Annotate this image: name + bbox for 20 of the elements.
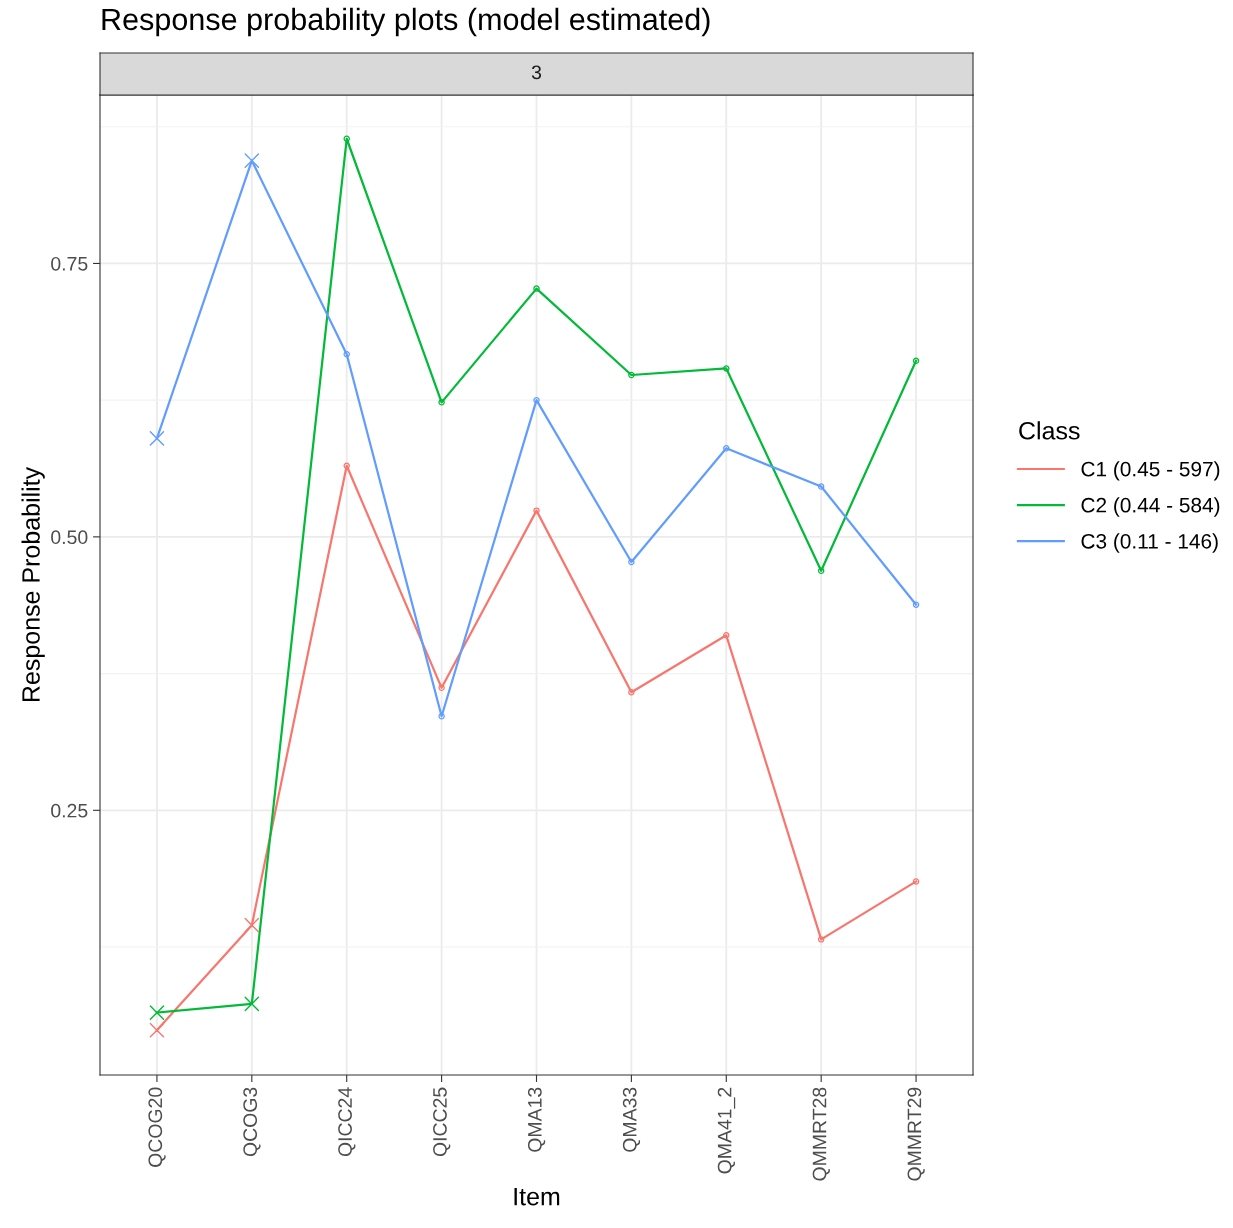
- x-tick-label: QMMRT28: [812, 1087, 830, 1181]
- x-tick-label: QMA33: [622, 1087, 641, 1152]
- legend-label: C1 (0.45 - 597): [1081, 461, 1220, 481]
- x-tick-label: QMA13: [527, 1087, 546, 1152]
- legend-label: C2 (0.44 - 584): [1081, 497, 1220, 517]
- y-axis-title: Response Probability: [21, 466, 45, 702]
- y-tick-label: 0.50: [51, 530, 88, 545]
- x-tick-label: QICC25: [433, 1087, 451, 1157]
- y-tick-label: 0.25: [51, 803, 88, 818]
- x-tick-label: QICC24: [338, 1087, 356, 1157]
- x-tick-label: QMMRT29: [907, 1087, 925, 1181]
- x-axis-title: Item: [514, 1188, 560, 1206]
- y-tick-label: 0.75: [51, 256, 88, 271]
- x-tick-label: QCOG3: [243, 1087, 261, 1157]
- legend-label: C3 (0.11 - 146): [1081, 533, 1218, 553]
- chart-subtitle: 3: [531, 65, 542, 80]
- x-tick-label: QMA41_2: [717, 1087, 736, 1174]
- chart-title: Response probability plots (model estimated): [102, 7, 710, 37]
- x-tick-label: QCOG20: [148, 1087, 166, 1167]
- legend-title: Class: [1019, 421, 1080, 440]
